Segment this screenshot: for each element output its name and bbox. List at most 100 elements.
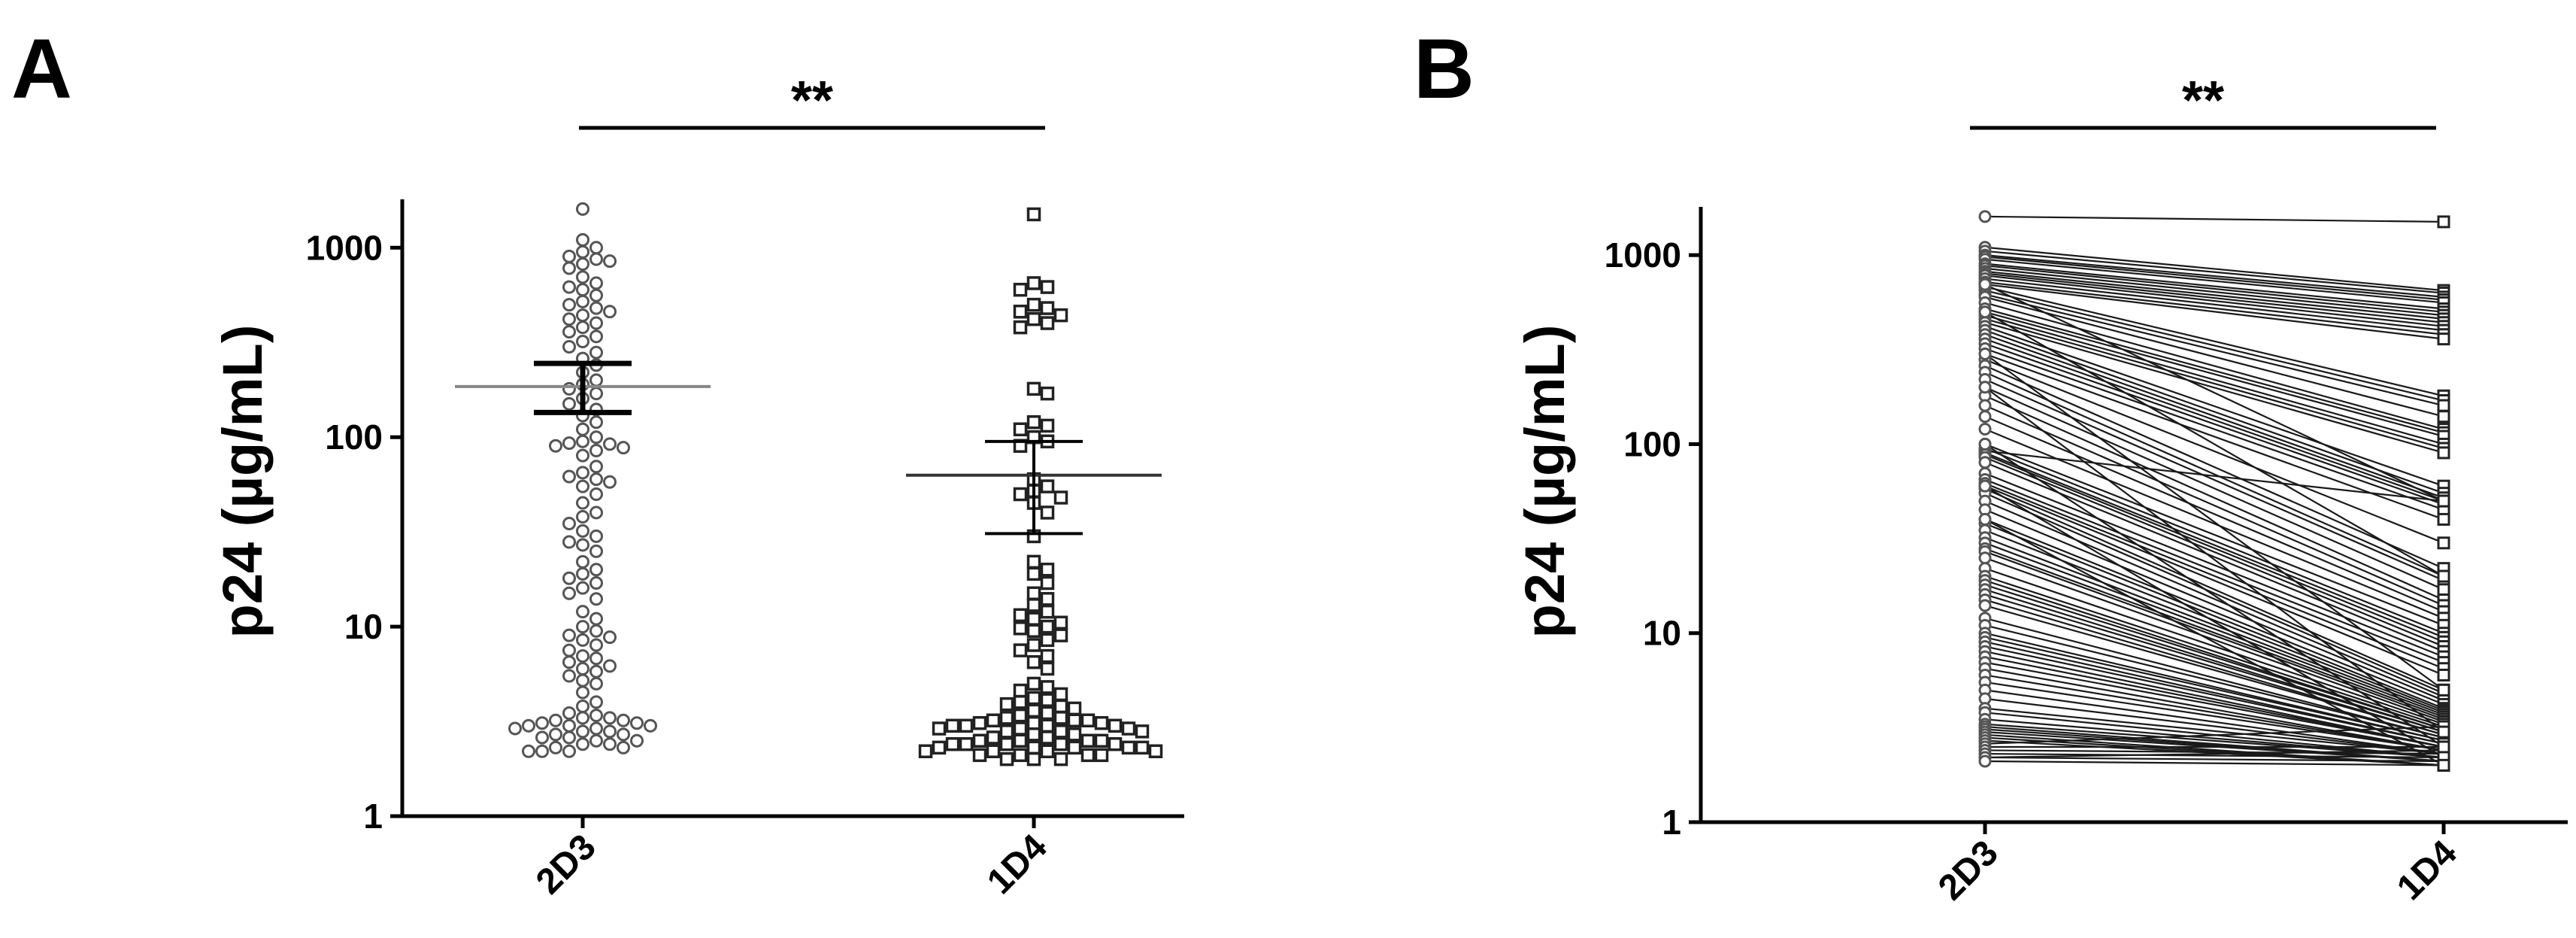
panel-b-pair-line <box>1985 275 2444 326</box>
panel-a-2D3-point <box>591 375 602 386</box>
panel-a-1D4-point <box>1029 587 1040 599</box>
panel-a-2D3-point <box>618 715 629 726</box>
panel-a-2D3-point <box>605 306 616 317</box>
panel-a-1D4-point <box>1029 556 1040 567</box>
panel-a-2D3-point <box>577 621 589 633</box>
panel-a-1D4-point <box>1029 568 1040 579</box>
panel-a-2D3-point <box>577 423 589 435</box>
panel-a-significance-label: ** <box>791 71 833 131</box>
panel-a-1D4-point <box>974 749 986 760</box>
panel-a-2D3-point <box>564 281 575 293</box>
panel-a-1D4-point <box>1042 317 1053 329</box>
panel-a-1D4-point <box>1002 754 1013 765</box>
panel-a-2D3-point <box>523 720 535 731</box>
panel-b-1D4-point <box>2438 584 2449 595</box>
panel-a-2D3-point <box>577 511 589 523</box>
panel-a-2D3-point <box>577 335 589 347</box>
panel-a-1D4-point <box>1029 742 1040 753</box>
panel-a-2D3-point <box>591 653 602 664</box>
panel-a-1D4-point <box>1015 322 1026 333</box>
panel-a-2D3-point <box>550 742 562 753</box>
panel-a-2D3-point <box>577 712 589 724</box>
panel-a-1D4-point <box>1015 710 1026 721</box>
panel-a-1D4-point <box>1042 420 1053 431</box>
panel-a-2D3-point <box>537 732 548 743</box>
panel-a-2D3-point <box>645 720 656 731</box>
panel-b-y-tick-label: 1000 <box>1605 235 1681 275</box>
panel-a-1D4-point <box>1150 745 1162 757</box>
panel-a-2D3-point <box>591 625 602 636</box>
panel-a-1D4-point <box>1083 749 1094 760</box>
panel-a-1D4-point <box>1042 593 1053 605</box>
panel-a-1D4-point <box>1123 723 1135 734</box>
panel-a-1D4-point <box>1056 688 1067 700</box>
panel-a-2D3-point <box>591 253 602 265</box>
panel-a-2D3-point <box>577 234 589 245</box>
panel-a-1D4-point <box>1069 703 1080 714</box>
panel-b-y-axis-label: p24 (µg/mL) <box>1514 325 1576 639</box>
panel-a-2D3-point <box>605 439 616 450</box>
panel-a-2D3-point <box>564 263 575 274</box>
panel-a-2D3-point <box>591 613 602 624</box>
panel-a-1D4-point <box>1069 715 1080 726</box>
panel-a-2D3-point <box>632 718 643 729</box>
panel-b-2D3-point <box>1980 279 1990 290</box>
panel-a-2D3-point <box>618 729 629 740</box>
panel-a-2D3-point <box>591 432 602 443</box>
panel-a-2D3-point <box>564 587 575 599</box>
panel-b-2D3-point <box>1980 424 1990 435</box>
panel-a-1D4-point <box>1015 697 1026 708</box>
panel-a-1D4-point <box>1029 678 1040 689</box>
panel-a-1D4-point <box>1015 284 1026 296</box>
panel-a-2D3-point <box>564 518 575 530</box>
panel-a-2D3-point <box>632 735 643 746</box>
panel-b-2D3-point <box>1980 382 1990 393</box>
panel-a-y-tick-label: 10 <box>344 607 383 646</box>
panel-a-1D4-point <box>1029 600 1040 611</box>
panel-b-2D3-point <box>1980 411 1990 422</box>
panel-a-1D4-point <box>1029 718 1040 729</box>
panel-a-1D4-point <box>1029 625 1040 636</box>
panel-a-1D4-point <box>1042 621 1053 633</box>
panel-a-2D3-point <box>591 666 602 677</box>
panel-a-2D3-point <box>591 347 602 358</box>
panel-a-1D4-point <box>1002 726 1013 737</box>
panel-a-2D3-point <box>591 445 602 456</box>
panel-b-pair-line <box>1985 217 2444 222</box>
panel-a-2D3-point <box>605 632 616 643</box>
panel-b-1D4-point <box>2438 742 2449 752</box>
panel-a-2D3-point <box>577 436 589 447</box>
panel-b-2D3-point <box>1980 553 1990 563</box>
panel-b-2D3-point <box>1980 307 1990 317</box>
panel-a-1D4-point <box>1015 306 1026 317</box>
panel-a-2D3-point <box>564 732 575 743</box>
panel-a-2D3-point <box>577 539 589 551</box>
panel-a: A ** p24 (µg/mL) 11010010002D31D4 <box>11 22 1184 902</box>
panel-a-1D4-point <box>1042 651 1053 662</box>
panel-a-2D3-point <box>591 564 602 575</box>
panel-a-2D3-point <box>564 536 575 548</box>
panel-b-2D3-point <box>1980 211 1990 222</box>
panel-a-2D3-point <box>564 314 575 325</box>
panel-a-1D4-point <box>1056 739 1067 750</box>
panel-b-1D4-point <box>2438 496 2449 506</box>
panel-a-2D3-point <box>577 203 589 214</box>
panel-b-2D3-point <box>1980 600 1990 611</box>
panel-b-1D4-point <box>2438 538 2449 548</box>
panel-a-2D3-point <box>577 663 589 674</box>
panel-a-1D4-point <box>1096 749 1108 760</box>
panel-a-1D4-point <box>934 742 945 753</box>
panel-a-1D4-point <box>1056 712 1067 724</box>
panel-a-2D3-point <box>577 606 589 618</box>
panel-a-1D4-point <box>1056 310 1067 321</box>
panel-a-2D3-point <box>577 497 589 508</box>
panel-a-1D4-point <box>1137 742 1148 753</box>
panel-a-1D4-point <box>1029 657 1040 668</box>
panel-b-1D4-point <box>2438 400 2449 411</box>
panel-a-1D4-point <box>1029 278 1040 289</box>
panel-a-1D4-point <box>1029 383 1040 394</box>
panel-a-1D4-point <box>1042 634 1053 645</box>
panel-a-1D4-point <box>947 739 959 750</box>
panel-a-2D3-point <box>537 745 548 757</box>
panel-a-x-tick-label: 1D4 <box>980 827 1055 902</box>
